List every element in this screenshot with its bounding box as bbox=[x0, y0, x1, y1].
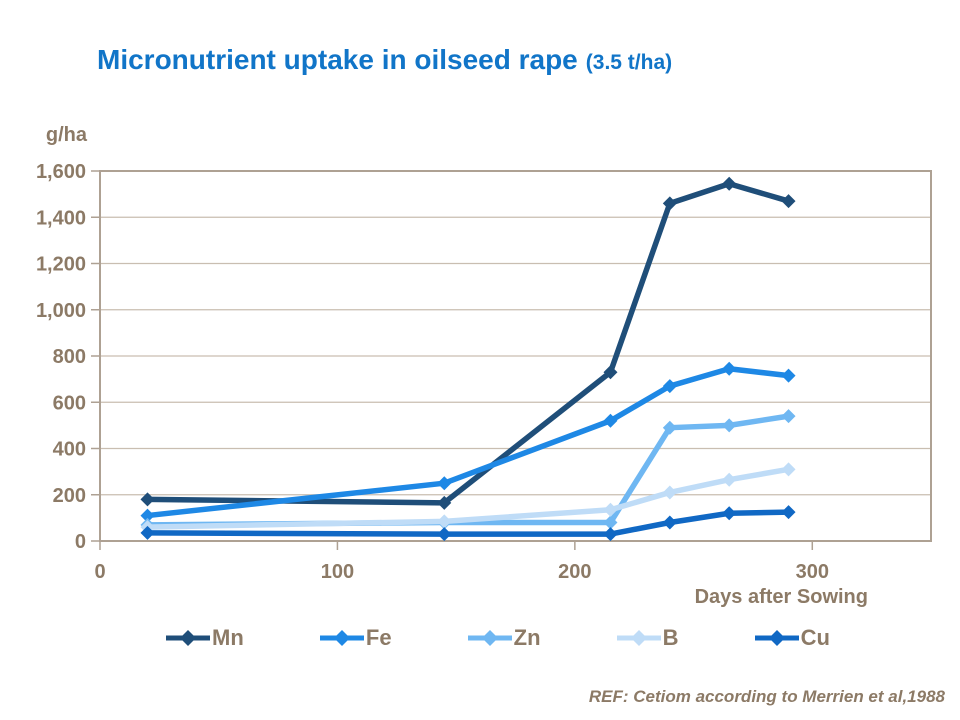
data-point-marker bbox=[722, 176, 737, 191]
data-point-marker bbox=[140, 508, 155, 523]
legend-item-mn: Mn bbox=[165, 627, 244, 649]
series-fe bbox=[140, 361, 796, 523]
series-line-cu bbox=[144, 509, 792, 537]
data-point-marker bbox=[603, 515, 618, 530]
data-point-marker bbox=[662, 196, 677, 211]
data-point-marker bbox=[140, 525, 155, 540]
x-tick-label: 0 bbox=[94, 561, 105, 583]
data-point-marker bbox=[722, 506, 737, 521]
series-mn bbox=[140, 176, 796, 510]
data-point-marker bbox=[781, 194, 796, 209]
series-zn bbox=[140, 409, 796, 532]
data-point-marker bbox=[722, 472, 737, 487]
legend-label: Fe bbox=[365, 625, 392, 650]
data-point-marker bbox=[781, 409, 796, 424]
series-line-b bbox=[144, 466, 792, 530]
y-tick-label: 1,200 bbox=[36, 254, 86, 276]
data-point-marker bbox=[603, 365, 618, 380]
chart-title-main: Micronutrient uptake in oilseed rape bbox=[97, 44, 578, 75]
series-cu bbox=[140, 505, 796, 542]
x-tick-label: 200 bbox=[558, 561, 591, 583]
data-point-marker bbox=[662, 515, 677, 530]
data-point-marker bbox=[603, 502, 618, 517]
legend-marker-icon bbox=[467, 630, 512, 646]
series-b bbox=[140, 462, 796, 535]
chart-title-suffix: (3.5 t/ha) bbox=[585, 51, 673, 74]
x-axis-title: Days after Sowing bbox=[694, 586, 868, 608]
data-point-marker bbox=[722, 418, 737, 433]
data-point-marker bbox=[437, 514, 452, 529]
data-point-marker bbox=[722, 361, 737, 376]
series-line-zn bbox=[144, 413, 792, 528]
data-point-marker bbox=[781, 505, 796, 520]
data-point-marker bbox=[662, 420, 677, 435]
data-point-marker bbox=[140, 492, 155, 507]
legend-marker-icon bbox=[166, 630, 210, 646]
legend-label: Mn bbox=[212, 625, 244, 650]
x-tick-label: 100 bbox=[321, 561, 354, 583]
chart-title: Micronutrient uptake in oilseed rape (3.5… bbox=[97, 44, 672, 76]
y-tick-label: 1,000 bbox=[36, 300, 86, 322]
legend-label: B bbox=[662, 625, 679, 650]
legend-item-fe: Fe bbox=[319, 627, 392, 649]
legend: Mn Fe Zn B Cu bbox=[165, 622, 830, 654]
y-tick-label: 800 bbox=[53, 346, 86, 368]
y-tick-label: 200 bbox=[53, 485, 86, 507]
legend-marker-icon bbox=[319, 630, 364, 646]
data-point-marker bbox=[603, 413, 618, 428]
legend-label: Zn bbox=[513, 625, 541, 650]
data-point-marker bbox=[437, 495, 452, 510]
y-axis-unit-label: g/ha bbox=[45, 124, 87, 146]
series-line-fe bbox=[144, 365, 792, 519]
y-tick-label: 1,600 bbox=[36, 161, 86, 183]
data-point-marker bbox=[437, 527, 452, 542]
x-tick-label: 300 bbox=[796, 561, 829, 583]
data-point-marker bbox=[781, 462, 796, 477]
y-tick-label: 600 bbox=[53, 392, 86, 414]
legend-item-b: B bbox=[616, 627, 679, 649]
legend-marker-icon bbox=[754, 630, 799, 646]
data-point-marker bbox=[781, 368, 796, 383]
y-tick-label: 0 bbox=[75, 531, 86, 553]
legend-item-zn: Zn bbox=[467, 627, 541, 649]
y-tick-label: 400 bbox=[53, 439, 86, 461]
legend-label: Cu bbox=[800, 625, 830, 650]
data-point-marker bbox=[437, 476, 452, 491]
data-point-marker bbox=[603, 527, 618, 542]
data-point-marker bbox=[662, 379, 677, 394]
legend-item-cu: Cu bbox=[754, 627, 830, 649]
reference-note: REF: Cetiom according to Merrien et al,1… bbox=[588, 687, 945, 706]
y-tick-label: 1,400 bbox=[36, 207, 86, 229]
legend-marker-icon bbox=[616, 630, 661, 646]
series-line-mn bbox=[144, 180, 792, 506]
line-chart: 0 200 400 600 800 1,000 1,200 1,400 1,600 0 100 200… bbox=[36, 161, 932, 583]
data-point-marker bbox=[662, 485, 677, 500]
